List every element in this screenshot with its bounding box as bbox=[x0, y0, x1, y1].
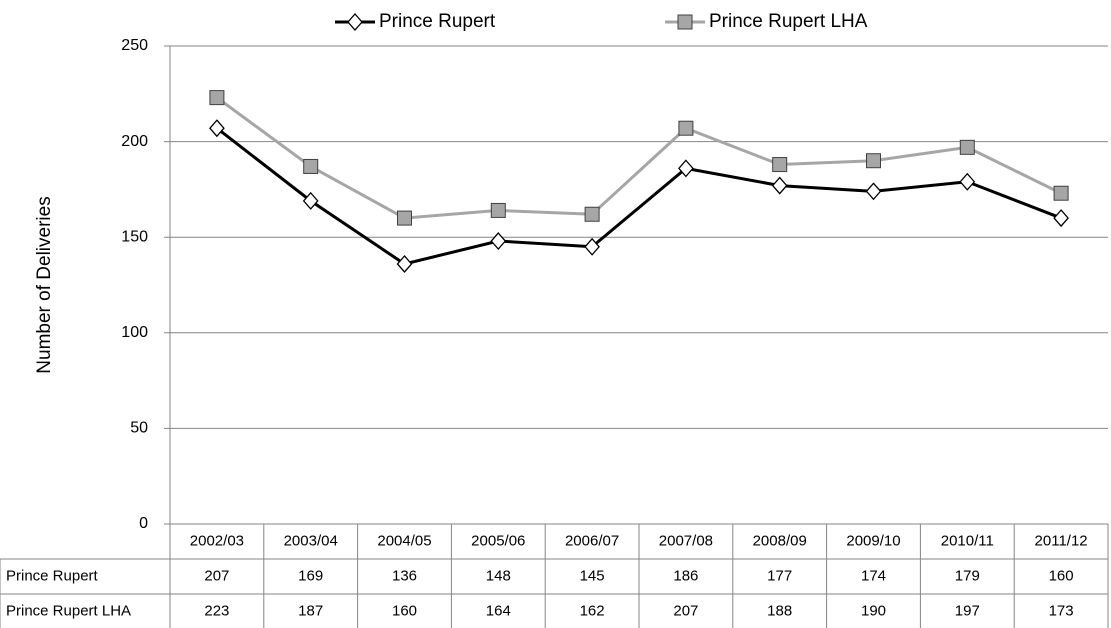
table-cell: 136 bbox=[392, 567, 417, 584]
data-point bbox=[490, 202, 506, 218]
table-cell: 197 bbox=[955, 602, 980, 619]
data-point bbox=[303, 158, 319, 174]
data-point bbox=[865, 182, 882, 201]
data-point bbox=[959, 139, 975, 155]
x-tick-label: 2002/03 bbox=[190, 532, 244, 549]
data-point bbox=[866, 153, 881, 169]
data-point bbox=[1053, 209, 1069, 228]
table-cell: 207 bbox=[673, 602, 698, 619]
x-tick-label: 2009/10 bbox=[846, 532, 900, 549]
legend-label: Prince Rupert bbox=[379, 11, 496, 32]
table-cell: 174 bbox=[861, 567, 886, 584]
data-point bbox=[396, 254, 413, 273]
series-line bbox=[216, 96, 1062, 220]
table-cell: 187 bbox=[298, 602, 323, 619]
table-cell: 190 bbox=[861, 602, 886, 619]
data-point bbox=[584, 206, 600, 222]
y-tick-label: 150 bbox=[121, 228, 148, 245]
y-tick-label: 0 bbox=[139, 515, 148, 532]
x-tick-label: 2010/11 bbox=[941, 532, 994, 549]
data-point bbox=[490, 232, 507, 251]
legend-label: Prince Rupert LHA bbox=[709, 11, 868, 32]
x-tick-label: 2005/06 bbox=[471, 532, 525, 549]
x-tick-label: 2008/09 bbox=[753, 532, 807, 549]
x-tick-label: 2006/07 bbox=[565, 532, 619, 549]
data-point bbox=[771, 176, 788, 195]
table-cell: 207 bbox=[204, 567, 229, 584]
data-point bbox=[302, 191, 319, 210]
table-cell: 160 bbox=[1049, 567, 1074, 584]
table-cell: 188 bbox=[767, 602, 792, 619]
table-cell: 164 bbox=[486, 602, 511, 619]
table-cell: 177 bbox=[767, 567, 792, 584]
data-point bbox=[397, 210, 412, 226]
table-cell: 179 bbox=[955, 567, 980, 584]
table-cell: 169 bbox=[298, 567, 323, 584]
table-cell: 162 bbox=[580, 602, 605, 619]
legend-marker bbox=[347, 13, 363, 31]
table-cell: 160 bbox=[392, 602, 417, 619]
x-tick-label: 2003/04 bbox=[284, 532, 338, 549]
table-cell: 148 bbox=[486, 567, 511, 584]
legend-marker bbox=[677, 14, 693, 30]
data-point bbox=[209, 90, 225, 106]
data-point bbox=[678, 120, 694, 136]
x-tick-label: 2007/08 bbox=[659, 532, 713, 549]
y-tick-label: 200 bbox=[121, 133, 148, 150]
y-tick-label: 250 bbox=[121, 37, 148, 54]
y-tick-label: 100 bbox=[121, 324, 148, 341]
data-point bbox=[1053, 185, 1069, 201]
data-point bbox=[678, 159, 694, 178]
series-line bbox=[215, 127, 1062, 266]
table-cell: 186 bbox=[673, 567, 698, 584]
table-cell: 223 bbox=[204, 602, 229, 619]
x-tick-label: 2004/05 bbox=[377, 532, 431, 549]
y-axis-title: Number of Deliveries bbox=[34, 196, 55, 373]
data-point bbox=[209, 119, 225, 138]
table-row-label: Prince Rupert bbox=[6, 567, 99, 584]
table-cell: 173 bbox=[1049, 602, 1074, 619]
data-point bbox=[584, 237, 600, 256]
table-row-label: Prince Rupert LHA bbox=[6, 602, 131, 619]
x-tick-label: 2011/12 bbox=[1035, 532, 1088, 549]
y-tick-label: 50 bbox=[130, 420, 148, 437]
data-point bbox=[959, 172, 976, 191]
data-point bbox=[772, 157, 788, 173]
table-cell: 145 bbox=[580, 567, 605, 584]
